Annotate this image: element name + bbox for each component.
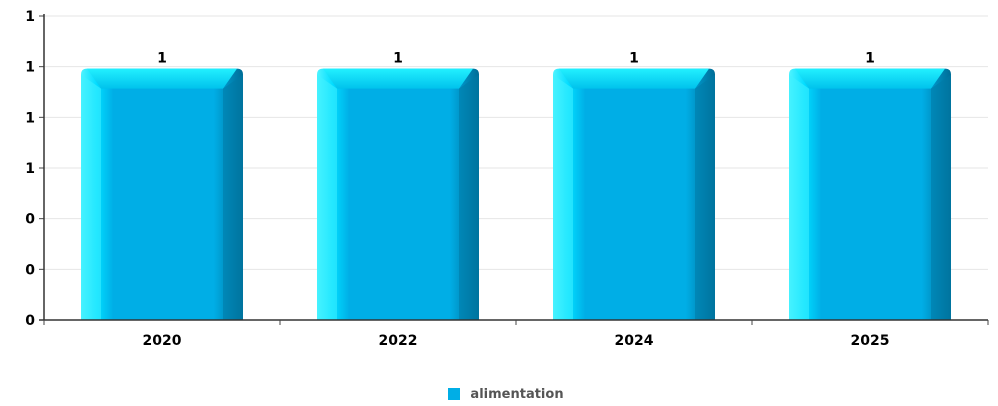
y-axis-tick-labels: 0 0 0 1 1 1 1 <box>25 9 35 329</box>
bar[interactable] <box>317 68 479 321</box>
data-label: 1 <box>629 51 639 67</box>
legend: alimentation <box>0 383 998 405</box>
bar[interactable] <box>553 68 715 321</box>
data-labels: 1 1 1 1 <box>157 51 875 67</box>
y-tick-label: 1 <box>25 60 35 76</box>
bar-bevel-right <box>695 74 715 321</box>
bar-bevel-top <box>323 68 473 89</box>
x-tick-label: 2025 <box>851 333 890 349</box>
y-tick-label: 1 <box>25 110 35 126</box>
data-label: 1 <box>393 51 403 67</box>
y-tick-label: 1 <box>25 161 35 177</box>
bar-bevel-left <box>317 74 337 321</box>
legend-label: alimentation <box>470 386 564 402</box>
y-tick-label: 1 <box>25 9 35 25</box>
data-label: 1 <box>865 51 875 67</box>
bar-bevel-top <box>795 68 945 89</box>
bar[interactable] <box>81 68 243 321</box>
bar-bevel-left <box>789 74 809 321</box>
bar-bevel-right <box>459 74 479 321</box>
legend-swatch <box>448 388 461 400</box>
legend-item-alimentation[interactable]: alimentation <box>448 386 564 402</box>
x-tick-label: 2020 <box>143 333 182 349</box>
bar[interactable] <box>789 68 951 321</box>
bar-bevel-top <box>559 68 709 89</box>
bar-bevel-top <box>87 68 237 89</box>
data-label: 1 <box>157 51 167 67</box>
x-axis-tick-labels: 2020 2022 2024 2025 <box>143 333 890 349</box>
bar-bevel-right <box>931 74 951 321</box>
axes <box>39 14 989 325</box>
x-tick-label: 2024 <box>615 333 654 349</box>
bar-bevel-right <box>223 74 243 321</box>
y-tick-label: 0 <box>25 262 35 278</box>
y-tick-label: 0 <box>25 313 35 329</box>
bar-bevel-left <box>553 74 573 321</box>
y-tick-label: 0 <box>25 212 35 228</box>
bars <box>81 68 951 321</box>
x-tick-label: 2022 <box>379 333 418 349</box>
bar-bevel-left <box>81 74 101 321</box>
bar-chart: 1 1 1 1 0 0 0 1 1 1 1 2020 2022 2024 2025 <box>25 9 989 349</box>
